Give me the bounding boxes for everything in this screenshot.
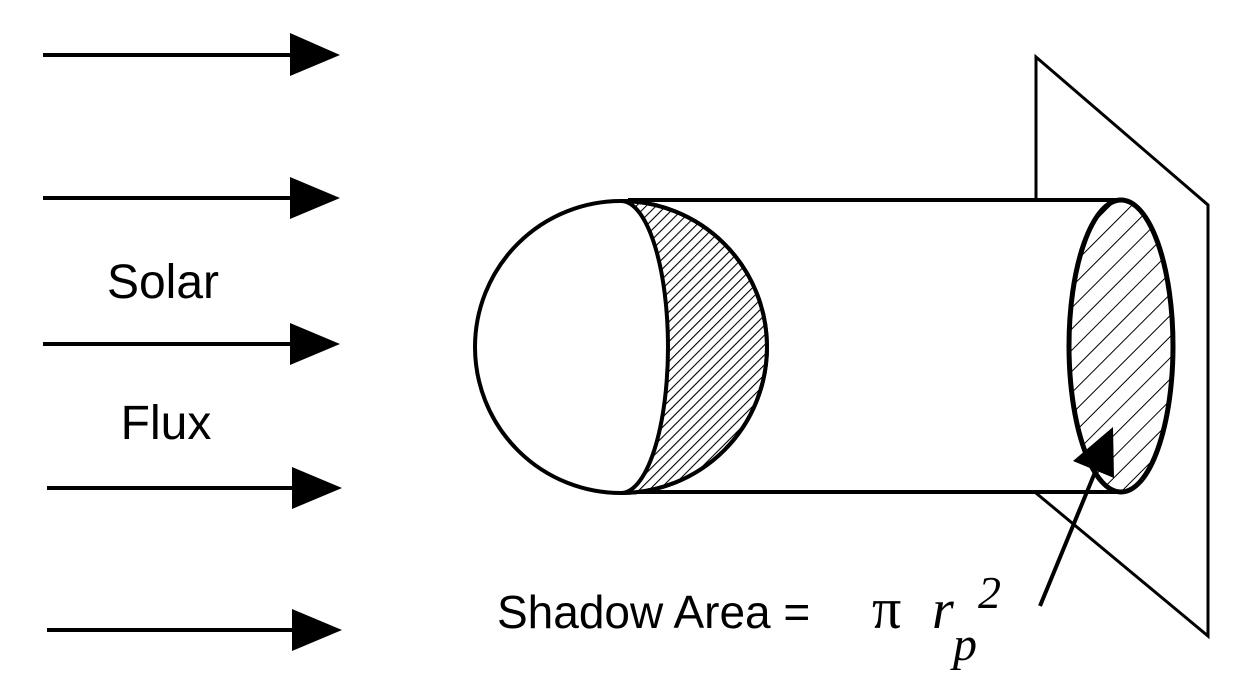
flux-arrow-3 [43,323,340,365]
planet-sphere [473,199,769,495]
flux-label: Flux [121,397,212,450]
solar-label: Solar [107,256,219,309]
flux-arrow-1 [43,33,340,76]
formula-subscript: p [950,618,977,671]
shadow-ellipse [1066,197,1176,495]
flux-arrow-2 [43,177,340,219]
formula-pi: π [872,576,901,641]
flux-arrows [43,33,342,651]
formula-text: Shadow Area = [497,586,810,638]
formula-r: r [932,579,954,641]
shadow-area-formula: Shadow Area = π r p 2 [497,567,1001,671]
planet-night-side [620,199,769,495]
shadow-pointer-arrow [1038,427,1114,607]
flux-arrow-4 [47,467,342,509]
flux-arrow-5 [47,609,342,651]
formula-superscript: 2 [978,567,1001,618]
